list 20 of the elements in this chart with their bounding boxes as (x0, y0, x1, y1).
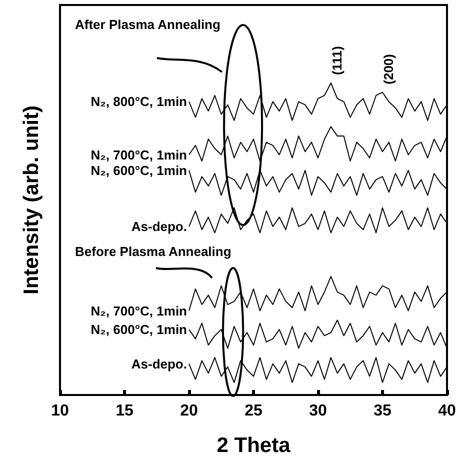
x-tick-label: 40 (438, 402, 456, 420)
annotation: Before Plasma Annealing (75, 244, 232, 259)
x-tick-label: 25 (244, 402, 262, 420)
x-tick-label: 35 (374, 402, 392, 420)
series-label: As-depo. (131, 356, 187, 372)
x-tick-label: 10 (51, 402, 69, 420)
series-label: As-depo. (131, 219, 187, 234)
annotation: (200) (381, 54, 396, 84)
x-axis-title: 2 Theta (216, 434, 291, 457)
y-axis-title: Intensity (arb. unit) (20, 106, 43, 294)
annotation: (111) (329, 46, 344, 75)
series-label: N₂, 800°C, 1min (90, 94, 188, 110)
x-tick-label: 15 (116, 402, 134, 420)
x-tick-label: 20 (180, 402, 198, 420)
series-label: N₂, 700°C, 1min (90, 147, 188, 162)
series-label: N₂, 600°C, 1min (90, 162, 188, 178)
series-label: N₂, 700°C, 1min (90, 303, 188, 318)
x-tick-label: 30 (309, 402, 327, 420)
series-label: N₂, 600°C, 1min (90, 322, 188, 337)
text: After Plasma Annealing (75, 17, 221, 32)
